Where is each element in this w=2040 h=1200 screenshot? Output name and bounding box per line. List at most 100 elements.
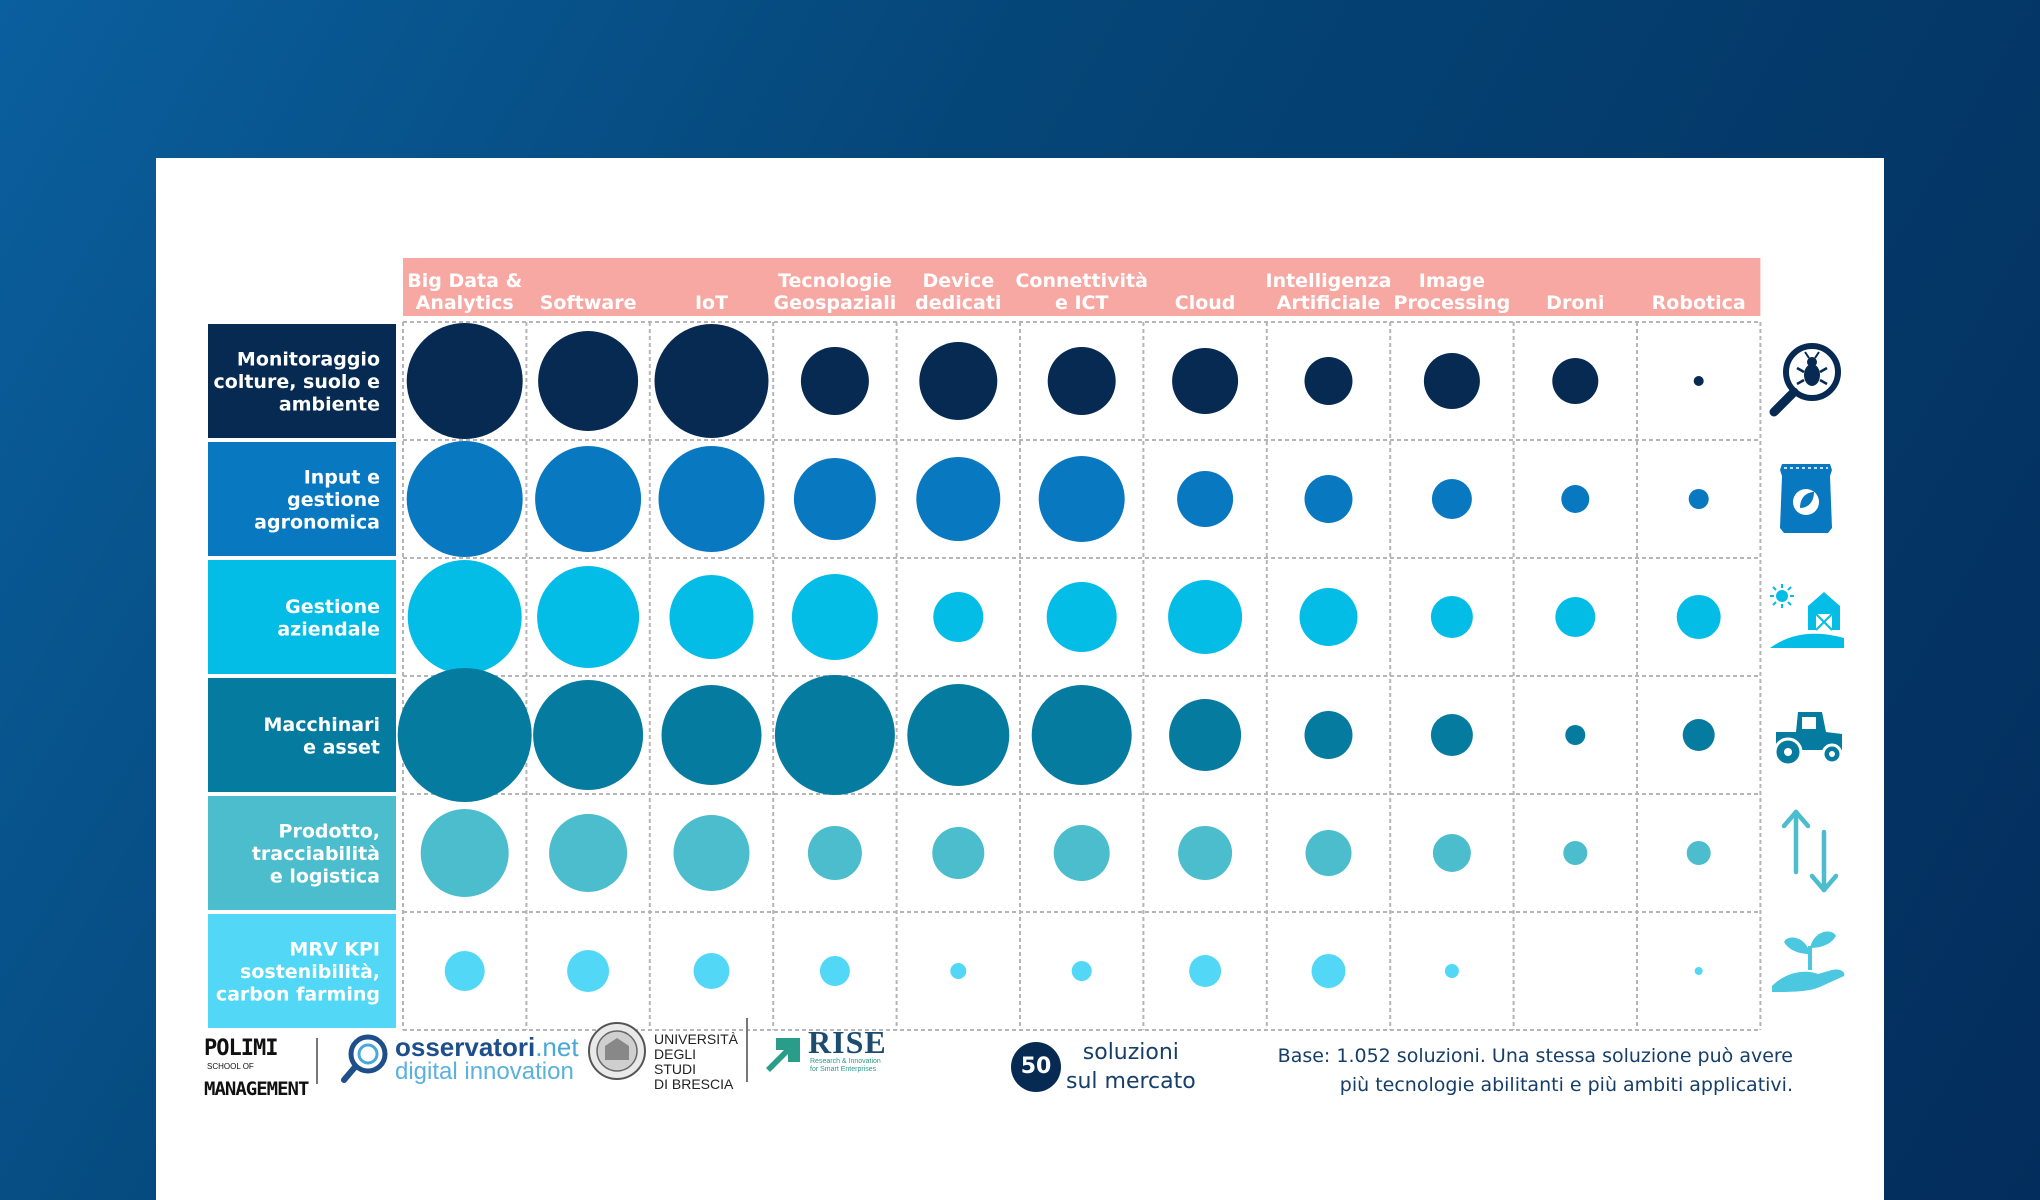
unibs-seal-icon: [588, 1022, 646, 1080]
column-label-line: e ICT: [1055, 292, 1109, 314]
rise-name: RISE: [808, 1024, 887, 1060]
column-label-line: Image: [1419, 270, 1485, 292]
bubble: [793, 458, 876, 540]
rise-sub: Research & Innovation for Smart Enterpri…: [810, 1058, 881, 1074]
bubble: [1676, 595, 1721, 639]
logo-divider: [746, 1018, 748, 1082]
row-icons: [1769, 343, 1845, 992]
row-label-line: aziendale: [277, 618, 380, 640]
solutions-count-line-1: soluzioni: [1082, 1040, 1179, 1065]
column-label-line: Artificiale: [1277, 292, 1381, 314]
bubble: [538, 331, 639, 431]
solutions-count-label: soluzioni sul mercato: [1066, 1038, 1196, 1096]
osservatori-logo: osservatori.net digital innovation: [340, 1032, 580, 1085]
row-label-box: [208, 324, 396, 438]
bubble: [1047, 347, 1116, 415]
row-label: Monitoraggio colture, suolo e ambiente: [214, 349, 380, 416]
bubble: [407, 560, 522, 674]
column-label-line: Big Data &: [407, 270, 522, 292]
bubble: [1046, 582, 1117, 652]
bubble: [533, 680, 644, 790]
bubble: [549, 814, 628, 892]
column-label-line: Analytics: [416, 292, 514, 314]
bubble: [1304, 475, 1353, 523]
bubble: [1053, 825, 1110, 881]
column-label: Software: [540, 292, 637, 314]
column-label-line: Connettività: [1015, 270, 1147, 292]
row-label-line: agronomica: [254, 512, 380, 534]
bubble: [791, 574, 878, 660]
tractor-icon: [1773, 712, 1843, 767]
footnote: Base: 1.052 soluzioni. Una stessa soluzi…: [1193, 1042, 1793, 1100]
column-label: Connettività e ICT: [1015, 270, 1147, 314]
polimi-wordmark: POLIMI: [204, 1036, 278, 1061]
bubble: [1178, 826, 1233, 880]
bubble: [1169, 699, 1242, 771]
row-label-line: Macchinari: [263, 714, 380, 736]
row-label-line: gestione: [287, 489, 380, 511]
osservatori-magnifier-icon: [341, 1034, 388, 1083]
column-label-line: Intelligenza: [1266, 270, 1392, 292]
row-label-box: [208, 796, 396, 910]
bubble: [1430, 596, 1473, 638]
bubble: [1686, 841, 1711, 865]
bubble: [919, 342, 998, 420]
bubble: [1423, 353, 1480, 409]
bubble: [1682, 719, 1715, 751]
row-label: Gestione aziendale: [277, 596, 380, 641]
footnote-line-2: più tecnologie abilitanti e più ambiti a…: [1339, 1074, 1793, 1096]
bubble: [535, 446, 642, 552]
farm-barn-icon: [1770, 584, 1844, 648]
osservatori-sub: digital innovation: [395, 1058, 574, 1085]
unibs-logo: UNIVERSITÀ DEGLI STUDI DI BRESCIA: [586, 1020, 738, 1092]
bubble: [907, 684, 1010, 786]
matrix-grid: [402, 321, 1762, 1031]
column-label: Intelligenza Artificiale: [1266, 270, 1392, 314]
column-label-line: Droni: [1546, 292, 1604, 314]
bubble: [1431, 479, 1472, 519]
bubble: [1694, 967, 1703, 975]
osservatori-name: osservatori.net: [395, 1032, 579, 1063]
bubble: [807, 826, 862, 880]
up-down-arrows-icon: [1781, 809, 1839, 893]
polimi-school-of: SCHOOL OF: [207, 1062, 254, 1071]
row-label: Macchinari e asset: [263, 714, 380, 759]
logo-divider: [316, 1038, 318, 1084]
column-header-band: Big Data & Analytics Software IoT Tecnologie…: [403, 258, 1761, 316]
row-label: Prodotto, tracciabilità e logistica: [252, 821, 380, 888]
bubble: [1693, 376, 1704, 386]
column-label: Cloud: [1175, 292, 1236, 314]
row-label-line: carbon farming: [216, 984, 380, 1006]
row-label-line: ambiente: [279, 394, 380, 416]
row-label-line: colture, suolo e: [214, 371, 380, 393]
bubble: [420, 809, 509, 897]
bubble: [1304, 357, 1353, 405]
row-label-box: [208, 560, 396, 674]
bubble: [1168, 580, 1243, 654]
bubble: [1299, 588, 1358, 646]
unibs-line-3: DI BRESCIA: [654, 1076, 734, 1092]
row-label-line: e asset: [303, 736, 380, 758]
column-label-line: Device: [922, 270, 994, 292]
unibs-line-1: UNIVERSITÀ: [654, 1031, 739, 1047]
column-label-line: Tecnologie: [778, 270, 892, 292]
unibs-text: UNIVERSITÀ DEGLI STUDI DI BRESCIA: [654, 1032, 738, 1092]
bubbles: [397, 323, 1721, 992]
bubble: [406, 441, 523, 557]
bubble: [1038, 456, 1125, 542]
fertilizer-bag-icon: [1780, 464, 1832, 533]
rise-logo: RISE Research & Innovation for Smart Ent…: [760, 1024, 900, 1084]
bubble: [658, 446, 765, 552]
bubble: [397, 668, 532, 802]
osservatori-name-main: osservatori: [395, 1032, 536, 1062]
column-label: Droni: [1546, 292, 1604, 314]
bubble: [916, 457, 1001, 541]
bubble: [1177, 471, 1234, 527]
column-label-line: Cloud: [1175, 292, 1236, 314]
row-label-line: Prodotto,: [279, 821, 380, 843]
bubble: [661, 685, 762, 785]
row-label-line: Monitoraggio: [237, 349, 380, 371]
row-label: Input e gestione agronomica: [254, 467, 380, 534]
row-label-box: [208, 678, 396, 792]
